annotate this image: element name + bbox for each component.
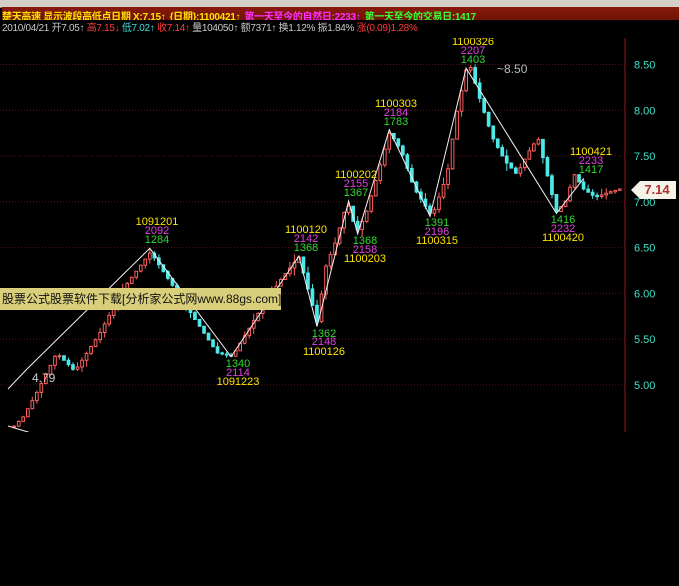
svg-text:5.50: 5.50 (634, 334, 655, 346)
svg-text:6.50: 6.50 (634, 243, 655, 255)
svg-text:6.00: 6.00 (634, 288, 655, 300)
svg-text:8.00: 8.00 (634, 105, 655, 117)
svg-text:8.50: 8.50 (634, 60, 655, 72)
svg-text:5.00: 5.00 (634, 380, 655, 392)
svg-text:7.50: 7.50 (634, 151, 655, 163)
